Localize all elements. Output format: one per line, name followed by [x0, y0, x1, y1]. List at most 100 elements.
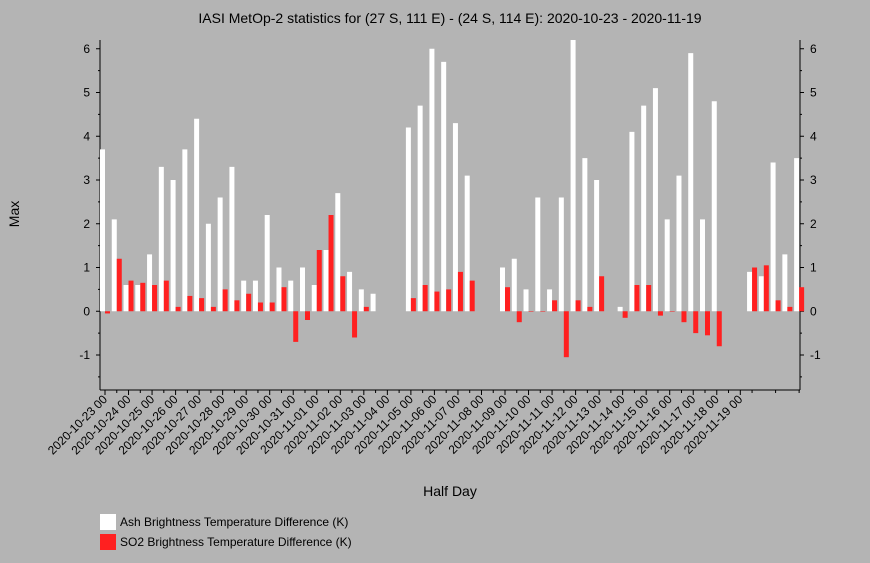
ash-bar	[182, 149, 188, 312]
so2-bar	[340, 276, 346, 312]
ash-bar	[229, 166, 235, 312]
so2-bar	[163, 280, 169, 312]
x-axis-label: Half Day	[423, 483, 477, 499]
so2-bar	[246, 293, 252, 312]
ash-bar	[264, 215, 270, 312]
so2-bar	[775, 300, 781, 312]
ash-bar	[664, 219, 670, 312]
ash-bar	[194, 118, 200, 312]
so2-bar	[505, 287, 510, 312]
ash-bar	[441, 61, 447, 312]
ash-bar	[535, 197, 541, 312]
ash-bar	[170, 180, 176, 312]
ash-bar	[617, 306, 623, 312]
y-tick-label-right: 2	[810, 217, 817, 231]
ash-bar	[464, 175, 470, 312]
so2-bar	[210, 306, 216, 312]
so2-bar	[763, 265, 769, 312]
so2-bar	[305, 311, 310, 320]
so2-bar	[152, 285, 158, 312]
ash-bar	[523, 289, 529, 312]
ash-bar	[547, 289, 553, 312]
legend-label-so2: SO2 Brightness Temperature Difference (K…	[120, 535, 352, 549]
so2-bar	[222, 289, 228, 312]
legend-item-ash: Ash Brightness Temperature Difference (K…	[100, 512, 352, 532]
so2-bar	[716, 311, 722, 347]
ash-bar	[217, 197, 223, 312]
y-tick-label-left: 4	[83, 129, 90, 143]
y-tick-label-left: -1	[79, 348, 90, 362]
ash-bar	[629, 131, 635, 312]
ash-bar	[252, 280, 258, 312]
y-tick-label-right: 3	[810, 173, 817, 187]
so2-bar	[410, 298, 416, 312]
ash-bar	[123, 285, 129, 312]
so2-bar	[457, 271, 463, 312]
so2-bar	[575, 300, 581, 312]
so2-bar	[199, 298, 205, 312]
ash-bar	[158, 166, 164, 312]
ash-bar	[747, 271, 753, 312]
ash-bar	[241, 280, 247, 312]
so2-bar	[316, 250, 322, 312]
y-tick-label-right: 5	[810, 86, 817, 100]
so2-bar	[552, 300, 558, 312]
so2-bar	[281, 287, 287, 312]
y-tick-label-left: 2	[83, 217, 90, 231]
legend-swatch-so2	[100, 534, 116, 550]
so2-bar	[352, 311, 358, 338]
ash-bar	[135, 285, 141, 312]
ash-bar	[511, 258, 517, 312]
so2-bar	[446, 289, 452, 312]
so2-bar	[540, 311, 546, 312]
ash-bar	[429, 48, 435, 312]
so2-bar	[516, 311, 522, 323]
so2-bar	[469, 280, 475, 312]
so2-bar	[328, 215, 334, 312]
so2-bar	[257, 302, 263, 312]
ash-bar	[558, 197, 564, 312]
chart-title: IASI MetOp-2 statistics for (27 S, 111 E…	[198, 10, 701, 26]
ash-bar	[100, 149, 105, 312]
so2-bar	[175, 306, 181, 312]
so2-bar	[105, 311, 110, 314]
so2-bar	[363, 306, 369, 312]
so2-bar	[657, 311, 663, 316]
so2-bar	[705, 311, 710, 336]
ash-bar	[358, 289, 364, 312]
so2-bar	[140, 282, 146, 312]
so2-bar	[187, 295, 193, 312]
so2-bar	[669, 311, 675, 312]
ash-bar	[111, 219, 117, 312]
so2-bar	[116, 258, 122, 312]
y-tick-label-left: 0	[83, 304, 90, 318]
legend-label-ash: Ash Brightness Temperature Difference (K…	[120, 515, 349, 529]
ash-bar	[711, 101, 717, 312]
ash-bar	[570, 40, 576, 312]
so2-bar	[293, 311, 299, 342]
ash-bar	[688, 53, 694, 312]
ash-bar	[370, 293, 376, 312]
ash-bar	[500, 267, 505, 312]
y-tick-label-left: 6	[83, 42, 90, 56]
y-tick-label-left: 1	[83, 261, 90, 275]
so2-bar	[528, 311, 534, 312]
ash-bar	[205, 223, 211, 312]
y-tick-label-right: 0	[810, 304, 817, 318]
ash-bar	[276, 267, 282, 312]
y-tick-label-right: 4	[810, 129, 817, 143]
y-tick-label-right: 6	[810, 42, 817, 56]
so2-bar	[646, 285, 652, 312]
so2-bar	[434, 291, 440, 312]
so2-bar	[799, 287, 805, 312]
so2-bar	[787, 306, 793, 312]
so2-bar	[128, 280, 134, 312]
so2-bar	[422, 285, 428, 312]
ash-bar	[782, 254, 788, 312]
ash-bar	[582, 158, 588, 312]
ash-bar	[676, 175, 682, 312]
ash-bar	[452, 123, 458, 312]
ash-bar	[652, 88, 658, 312]
legend-item-so2: SO2 Brightness Temperature Difference (K…	[100, 532, 352, 552]
